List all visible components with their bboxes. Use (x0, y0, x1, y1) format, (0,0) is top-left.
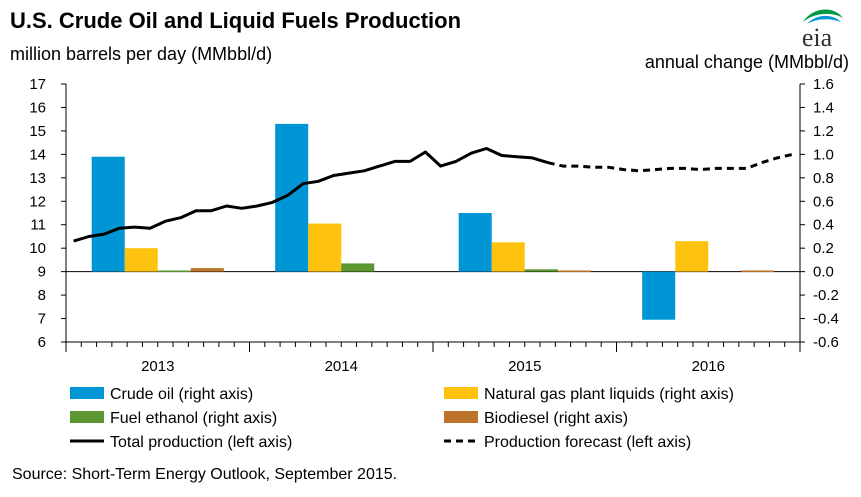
right-tick-label: 0.4 (813, 217, 834, 234)
left-tick-label: 9 (38, 264, 46, 281)
left-tick-label: 10 (29, 240, 46, 257)
legend-label: Natural gas plant liquids (right axis) (484, 386, 734, 403)
chart-title: U.S. Crude Oil and Liquid Fuels Producti… (10, 8, 462, 33)
right-tick-label: 1.4 (813, 99, 834, 116)
bars (91, 123, 775, 320)
legend-label: Crude oil (right axis) (110, 386, 253, 403)
legend-swatch (444, 411, 478, 423)
left-tick-label: 13 (29, 170, 46, 187)
bar (458, 213, 492, 272)
legend-swatch (70, 387, 104, 399)
x-tick-label: 2016 (692, 358, 725, 375)
right-tick-label: 0.2 (813, 240, 834, 257)
x-tick-label: 2015 (508, 358, 541, 375)
bar (91, 156, 125, 272)
right-tick-label: 1.6 (813, 76, 834, 93)
left-tick-label: 6 (38, 334, 46, 351)
bar (190, 268, 224, 272)
left-tick-label: 8 (38, 287, 46, 304)
right-axis-label: annual change (MMbbl/d) (644, 52, 849, 72)
bar (491, 242, 525, 272)
source-note: Source: Short-Term Energy Outlook, Septe… (12, 466, 398, 483)
bar (157, 270, 191, 272)
bar (642, 271, 676, 320)
left-tick-label: 17 (29, 76, 46, 93)
right-tick-label: 0.6 (813, 193, 834, 210)
lines (73, 147, 793, 243)
bar (341, 263, 375, 272)
right-tick-label: 1.0 (813, 146, 834, 163)
eia-logo: eia (802, 9, 843, 50)
axes: 6 7 8 9 10 11 12 13 14 15 16 17 -0.6 -0.4 -0.2 0.0 0.2 0.… (29, 76, 839, 375)
left-tick-label: 14 (29, 146, 46, 163)
bar (308, 223, 342, 272)
right-tick-label: 1.2 (813, 123, 834, 140)
forecast-line (547, 152, 793, 173)
legend-swatch (70, 411, 104, 423)
x-tick-label: 2013 (141, 358, 174, 375)
left-tick-label: 16 (29, 99, 46, 116)
legend-label: Total production (left axis) (110, 434, 292, 451)
bar (741, 270, 775, 272)
left-tick-label: 7 (38, 311, 46, 328)
right-tick-label: 0.8 (813, 170, 834, 187)
legend-label: Biodiesel (right axis) (484, 410, 628, 427)
legend-swatch (444, 387, 478, 399)
left-tick-label: 11 (30, 217, 46, 234)
right-tick-label: -0.6 (813, 334, 839, 351)
bar (524, 269, 558, 272)
legend: Crude oil (right axis) Natural gas plant … (70, 386, 734, 451)
bar (124, 248, 158, 272)
legend-label: Production forecast (left axis) (484, 434, 691, 451)
x-tick-label: 2014 (325, 358, 358, 375)
left-axis-label: million barrels per day (MMbbl/d) (10, 44, 273, 64)
bar (557, 270, 591, 272)
legend-label: Fuel ethanol (right axis) (110, 410, 277, 427)
right-tick-label: 0.0 (813, 264, 834, 281)
left-tick-label: 15 (29, 123, 46, 140)
right-tick-label: -0.2 (813, 287, 839, 304)
logo-text: eia (802, 23, 833, 50)
bar (675, 241, 709, 272)
eia-logo-swoosh (803, 9, 843, 24)
left-tick-label: 12 (29, 193, 46, 210)
right-tick-label: -0.4 (813, 311, 839, 328)
total-production-line (73, 147, 549, 243)
